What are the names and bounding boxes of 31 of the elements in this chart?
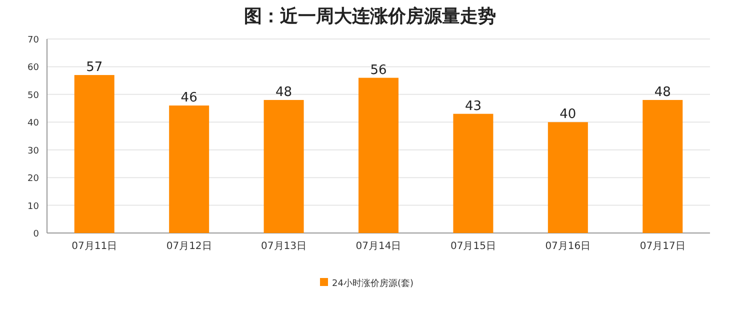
x-tick-label: 07月17日 <box>640 241 686 252</box>
bar <box>548 122 588 233</box>
data-label: 40 <box>560 107 576 122</box>
x-tick-label: 07月16日 <box>545 241 591 252</box>
data-label: 57 <box>86 60 103 76</box>
data-label: 48 <box>654 84 671 100</box>
y-tick-label: 30 <box>28 146 40 156</box>
y-tick-label: 20 <box>28 174 40 184</box>
x-tick-label: 07月13日 <box>261 241 307 252</box>
data-label: 46 <box>180 90 198 106</box>
x-tick-label: 07月14日 <box>356 241 402 252</box>
bar <box>264 100 304 233</box>
bar <box>169 106 210 233</box>
x-tick-label: 07月12日 <box>166 241 212 252</box>
x-tick-label: 07月15日 <box>450 241 496 252</box>
y-tick-label: 60 <box>28 63 40 74</box>
x-tick-label: 07月11日 <box>72 241 118 252</box>
data-label: 43 <box>464 98 482 114</box>
y-tick-label: 70 <box>28 36 40 46</box>
y-tick-label: 40 <box>28 118 40 129</box>
bar <box>642 100 683 233</box>
legend-label: 24小时涨价房源(套) <box>332 278 414 289</box>
y-tick-label: 50 <box>28 90 40 101</box>
y-tick-label: 10 <box>28 202 40 212</box>
data-label: 56 <box>370 62 387 78</box>
y-tick-label: 0 <box>33 230 40 240</box>
data-label: 48 <box>276 84 292 100</box>
bar <box>453 114 494 233</box>
chart-title: 图：近一周大连涨价房源量走势 <box>244 6 496 27</box>
bar <box>74 75 114 233</box>
bar <box>358 78 398 233</box>
